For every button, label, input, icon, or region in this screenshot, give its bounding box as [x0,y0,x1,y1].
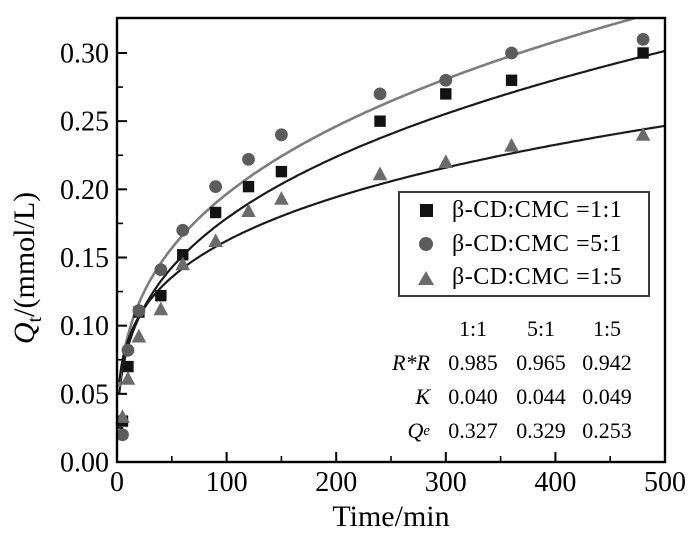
table-corner-cell [372,312,438,346]
plot-border [115,16,667,464]
table-col-header: 1:5 [592,316,622,341]
data-point-square [275,165,288,178]
table-value: 0.327 [448,418,498,443]
data-point-triangle [120,371,136,385]
data-point-square [177,249,189,261]
legend-triangle-marker-icon [418,270,434,285]
data-point-circle [636,32,650,46]
y-tick-label: 0.00 [60,448,109,479]
data-point-square [637,47,649,59]
data-point-square [122,360,134,373]
data-point-circle [505,46,518,60]
data-point-triangle [131,328,147,343]
data-point-circle [242,152,255,166]
y-tick-label: 0.10 [60,311,109,342]
data-point-circle [121,343,135,357]
legend-circle-marker-icon [419,237,433,251]
legend-label: β-CD:CMC =1:1 [452,196,623,223]
fit-parameters-table: 1:1 5:1 1:5 R*R 0.985 0.965 0.942 K 0.04… [372,312,644,448]
table-value: 0.329 [516,418,566,443]
legend-item-5-1: β-CD:CMC =5:1 [400,228,648,261]
x-tick-label: 0 [110,467,124,498]
series-circle [116,32,650,442]
series-triangle [115,127,651,423]
data-point-square [155,289,167,302]
data-point-triangle [115,409,130,423]
legend-item-1-5: β-CD:CMC =1:5 [400,261,648,294]
data-point-circle [154,263,168,277]
data-point-square [505,74,518,86]
x-tick-label: 100 [206,467,248,498]
data-point-circle [132,304,146,318]
table-value: 0.985 [448,350,498,375]
data-point-circle [116,428,129,442]
legend-label: β-CD:CMC =5:1 [452,230,623,257]
table-value: 0.253 [582,418,632,443]
fit-curve-square [118,49,665,394]
data-point-triangle [438,154,454,168]
data-point-circle [275,128,288,142]
x-tick-label: 200 [315,467,357,498]
data-point-triangle [241,203,256,218]
table-value: 0.942 [582,350,632,375]
table-col-header: 5:1 [526,316,556,341]
table-row-label-rr: R*R [392,350,430,375]
data-point-triangle [175,256,191,271]
table-row-label-k: K [415,384,430,409]
table-col-header: 1:1 [458,316,488,341]
y-axis-title: Qt/(mmol/L) [8,191,46,345]
table-value: 0.049 [582,384,632,409]
data-point-square [440,88,452,100]
data-point-circle [439,73,453,87]
table-value: 0.044 [516,384,566,409]
y-tick-label: 0.25 [60,107,109,138]
x-tick-label: 500 [644,467,686,498]
x-tick-label: 400 [534,467,576,498]
data-point-triangle [274,191,289,205]
data-point-circle [209,180,223,194]
legend-label: β-CD:CMC =1:5 [452,264,623,291]
data-point-circle [176,223,190,237]
data-point-square [374,115,386,127]
data-point-triangle [504,137,519,152]
table-value: 0.040 [448,384,498,409]
data-point-triangle [372,166,388,181]
x-tick-label: 300 [425,467,467,498]
fit-curve-triangle [118,124,665,383]
legend-box: β-CD:CMC =1:1 β-CD:CMC =5:1 β-CD:CMC =1:… [398,191,650,297]
legend-square-marker-icon [419,203,433,217]
data-point-triangle [635,127,651,141]
data-point-triangle [153,301,169,316]
data-point-square [209,206,222,219]
y-tick-label: 0.15 [60,243,109,274]
table-value: 0.965 [516,350,566,375]
data-point-square [242,180,255,193]
x-axis-title: Time/min [332,500,450,533]
legend-item-1-1: β-CD:CMC =1:1 [400,194,648,227]
y-tick-label: 0.20 [60,175,109,206]
data-point-circle [373,87,387,101]
y-axis: 0.00 0.05 0.10 0.15 0.20 0.25 0.30 [60,39,127,479]
data-point-triangle [208,233,223,248]
y-tick-label: 0.05 [60,379,109,410]
x-axis: 0 100 200 300 400 500 [110,452,686,498]
y-tick-label: 0.30 [60,39,109,70]
